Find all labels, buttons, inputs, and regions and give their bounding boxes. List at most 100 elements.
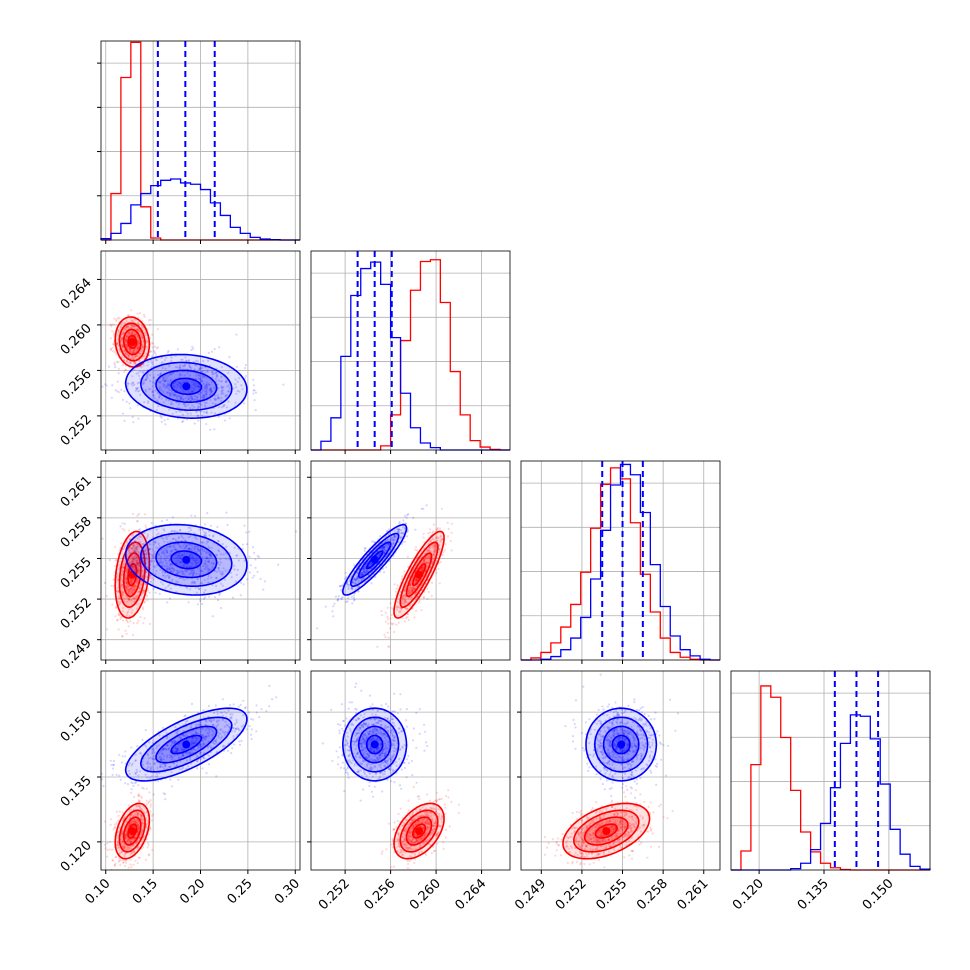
sample-point bbox=[114, 366, 117, 369]
sample-point bbox=[136, 579, 139, 582]
sample-point bbox=[132, 588, 135, 592]
sample-point bbox=[439, 540, 442, 543]
sample-point bbox=[387, 538, 390, 541]
sample-point bbox=[239, 594, 242, 597]
sample-point bbox=[132, 543, 135, 546]
sample-point bbox=[391, 623, 394, 626]
sample-point bbox=[121, 345, 124, 348]
sample-point bbox=[254, 566, 257, 569]
sample-point bbox=[131, 345, 134, 348]
sample-point bbox=[145, 374, 149, 377]
sample-point bbox=[186, 569, 189, 572]
sample-point bbox=[166, 519, 169, 522]
sample-point bbox=[252, 392, 255, 395]
sample-point bbox=[135, 388, 138, 391]
sample-point bbox=[403, 602, 406, 605]
sample-point bbox=[155, 569, 158, 573]
sample-point bbox=[214, 394, 217, 397]
sample-point bbox=[149, 803, 153, 806]
sample-point bbox=[199, 391, 202, 394]
sample-point bbox=[194, 586, 197, 590]
sample-point bbox=[101, 385, 104, 388]
panel-1-1 bbox=[311, 251, 510, 451]
sample-point bbox=[127, 804, 130, 807]
sample-point bbox=[191, 569, 194, 572]
sample-point bbox=[154, 591, 157, 594]
sample-point bbox=[138, 352, 141, 355]
sample-point bbox=[411, 586, 414, 589]
sample-point bbox=[241, 543, 245, 546]
sample-point bbox=[177, 537, 180, 540]
sample-point bbox=[155, 399, 159, 402]
sample-point bbox=[118, 391, 121, 394]
sample-point bbox=[141, 346, 144, 349]
sample-point bbox=[191, 407, 194, 410]
sample-point bbox=[401, 575, 404, 578]
sample-point bbox=[131, 325, 134, 328]
sample-point bbox=[209, 388, 212, 391]
sample-point bbox=[183, 404, 186, 407]
sample-point bbox=[104, 847, 107, 850]
sample-point bbox=[133, 548, 136, 551]
sample-point bbox=[116, 619, 119, 622]
sample-point bbox=[135, 560, 138, 564]
sample-point bbox=[130, 581, 133, 585]
sample-point bbox=[131, 565, 134, 568]
sample-point bbox=[130, 382, 133, 386]
sample-point bbox=[117, 591, 120, 594]
sample-point bbox=[182, 563, 185, 567]
sample-point bbox=[191, 572, 195, 575]
sample-point bbox=[145, 553, 148, 557]
sample-point bbox=[170, 359, 173, 362]
sample-point bbox=[221, 571, 224, 574]
sample-point bbox=[426, 561, 430, 565]
sample-point bbox=[127, 331, 130, 334]
sample-point bbox=[163, 565, 166, 568]
sample-point bbox=[191, 397, 194, 400]
sample-point bbox=[217, 539, 220, 543]
sample-point bbox=[179, 545, 182, 549]
sample-point bbox=[392, 622, 395, 625]
sample-point bbox=[208, 546, 211, 550]
sample-point bbox=[148, 574, 152, 578]
sample-point bbox=[154, 546, 157, 549]
sample-point bbox=[126, 346, 129, 350]
sample-point bbox=[101, 537, 104, 540]
sample-point bbox=[117, 334, 120, 337]
sample-point bbox=[113, 317, 116, 320]
sample-point bbox=[125, 582, 128, 585]
sample-point bbox=[131, 560, 134, 563]
sample-point bbox=[153, 566, 157, 569]
sample-point bbox=[167, 399, 170, 402]
sample-point bbox=[146, 533, 149, 536]
sample-point bbox=[200, 396, 204, 399]
sample-point bbox=[137, 342, 140, 345]
sample-point bbox=[203, 523, 207, 526]
sample-point bbox=[118, 594, 121, 598]
sample-point bbox=[178, 381, 181, 384]
sample-point bbox=[162, 377, 165, 381]
sample-point bbox=[434, 546, 437, 549]
sample-point bbox=[207, 551, 210, 554]
sample-point bbox=[227, 390, 230, 393]
sample-point bbox=[163, 359, 167, 362]
sample-point bbox=[164, 586, 167, 589]
sample-point bbox=[153, 550, 156, 553]
sample-point bbox=[124, 340, 127, 343]
sample-point bbox=[264, 580, 267, 583]
sample-point bbox=[415, 579, 418, 582]
sample-point bbox=[133, 325, 136, 328]
sample-point bbox=[139, 593, 143, 597]
sample-point bbox=[187, 526, 190, 529]
sample-point bbox=[124, 351, 127, 354]
panel-3-0 bbox=[101, 671, 300, 870]
sample-point bbox=[132, 556, 135, 559]
sample-point bbox=[125, 586, 128, 589]
sample-point bbox=[195, 364, 198, 367]
sample-point bbox=[108, 365, 111, 368]
sample-point bbox=[137, 569, 140, 573]
sample-point bbox=[438, 582, 441, 585]
sample-point bbox=[220, 573, 223, 576]
sample-point bbox=[196, 385, 199, 388]
sample-point bbox=[202, 394, 205, 397]
